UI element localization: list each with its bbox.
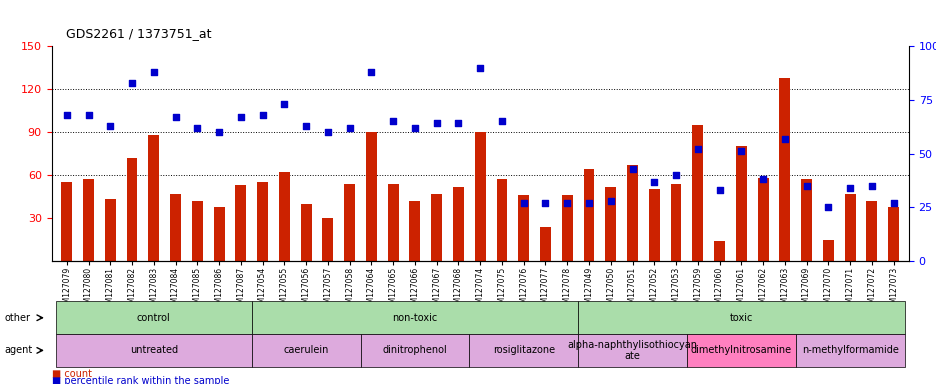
Bar	[61, 182, 72, 261]
Point	[559, 200, 574, 206]
Point	[320, 129, 335, 135]
Bar	[170, 194, 181, 261]
Bar	[779, 78, 789, 261]
Bar	[256, 182, 268, 261]
Text: GDS2261 / 1373751_at: GDS2261 / 1373751_at	[66, 27, 211, 40]
Text: other: other	[5, 313, 31, 323]
Text: caerulein: caerulein	[284, 345, 329, 356]
Bar	[213, 207, 225, 261]
Point	[646, 179, 661, 185]
Point	[754, 176, 769, 182]
Bar	[148, 135, 159, 261]
Point	[255, 112, 270, 118]
Point	[407, 125, 422, 131]
Bar	[388, 184, 398, 261]
Point	[124, 79, 139, 86]
Bar	[322, 218, 333, 261]
Point	[472, 65, 487, 71]
Bar	[583, 169, 593, 261]
Point	[233, 114, 248, 120]
Text: non-toxic: non-toxic	[392, 313, 437, 323]
Bar	[843, 194, 855, 261]
Point	[80, 112, 95, 118]
Text: control: control	[137, 313, 170, 323]
Point	[690, 146, 705, 152]
Point	[103, 122, 118, 129]
Bar	[800, 179, 812, 261]
Text: agent: agent	[5, 345, 33, 356]
Point	[299, 122, 314, 129]
Point	[386, 118, 401, 124]
Bar	[496, 179, 507, 261]
Text: dinitrophenol: dinitrophenol	[382, 345, 446, 356]
Text: toxic: toxic	[729, 313, 753, 323]
Bar	[344, 184, 355, 261]
Text: rosiglitazone: rosiglitazone	[492, 345, 554, 356]
Bar	[431, 194, 442, 261]
Point	[733, 148, 748, 154]
Text: dimethylnitrosamine: dimethylnitrosamine	[690, 345, 791, 356]
Point	[798, 183, 813, 189]
Point	[146, 69, 161, 75]
Bar	[866, 201, 876, 261]
Bar	[366, 132, 376, 261]
Bar	[475, 132, 485, 261]
Bar	[279, 172, 289, 261]
Point	[516, 200, 531, 206]
Point	[494, 118, 509, 124]
Bar	[126, 158, 138, 261]
Bar	[539, 227, 550, 261]
Bar	[192, 201, 202, 261]
Text: n-methylformamide: n-methylformamide	[801, 345, 898, 356]
Point	[624, 166, 639, 172]
Bar	[735, 146, 746, 261]
Point	[820, 204, 835, 210]
Bar	[300, 204, 312, 261]
Point	[668, 172, 683, 178]
Bar	[235, 185, 246, 261]
Bar	[605, 187, 616, 261]
Point	[276, 101, 291, 107]
Point	[429, 121, 444, 127]
Bar	[562, 195, 572, 261]
Point	[603, 198, 618, 204]
Bar	[409, 201, 420, 261]
Point	[711, 187, 726, 193]
Point	[363, 69, 378, 75]
Bar	[692, 125, 703, 261]
Point	[190, 125, 205, 131]
Bar	[757, 178, 768, 261]
Text: ■ percentile rank within the sample: ■ percentile rank within the sample	[51, 376, 228, 384]
Bar	[452, 187, 463, 261]
Point	[537, 200, 552, 206]
Bar	[887, 207, 899, 261]
Bar	[83, 179, 94, 261]
Bar	[713, 241, 724, 261]
Text: alpha-naphthylisothiocyan
ate: alpha-naphthylisothiocyan ate	[567, 339, 696, 361]
Bar	[105, 199, 116, 261]
Point	[864, 183, 879, 189]
Text: untreated: untreated	[129, 345, 178, 356]
Point	[212, 129, 227, 135]
Point	[885, 200, 900, 206]
Point	[450, 121, 465, 127]
Point	[841, 185, 856, 191]
Point	[168, 114, 183, 120]
Bar	[670, 184, 680, 261]
Bar	[626, 165, 637, 261]
Bar	[648, 189, 659, 261]
Bar	[518, 195, 529, 261]
Text: ■ count: ■ count	[51, 369, 92, 379]
Point	[59, 112, 74, 118]
Point	[581, 200, 596, 206]
Point	[342, 125, 357, 131]
Point	[777, 136, 792, 142]
Bar	[822, 240, 833, 261]
